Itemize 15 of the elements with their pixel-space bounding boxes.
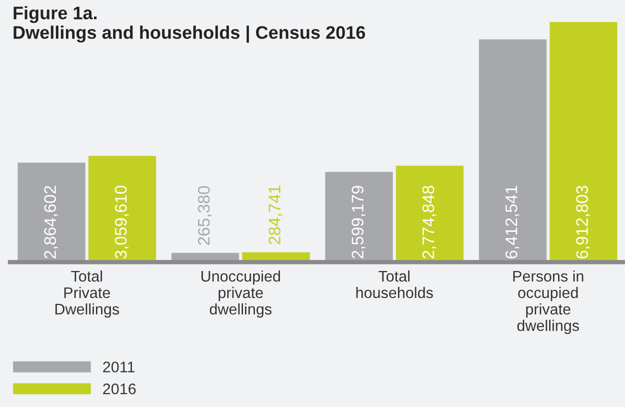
x-tick-label: Total Private Dwellings xyxy=(55,270,120,318)
legend-label: 2016 xyxy=(103,383,136,394)
data-label: 2,774,848 xyxy=(422,186,436,258)
x-tick-label: Unoccupied private dwellings xyxy=(201,270,280,318)
data-label: 284,741 xyxy=(268,186,282,244)
data-label: 265,380 xyxy=(198,186,212,245)
data-label: 3,059,610 xyxy=(114,186,129,259)
data-label: 6,412,541 xyxy=(505,186,520,258)
x-tick-label: Total households xyxy=(356,270,433,298)
data-label: 2,864,602 xyxy=(44,186,58,258)
chart-title: Figure 1a. Dwellings and households | Census 2016 xyxy=(14,6,366,43)
data-label: 6,912,803 xyxy=(576,186,590,258)
x-tick-label: Persons in occupied private dwellings xyxy=(513,270,584,334)
legend-label: 2011 xyxy=(103,362,134,372)
data-label: 2,599,179 xyxy=(352,186,366,258)
